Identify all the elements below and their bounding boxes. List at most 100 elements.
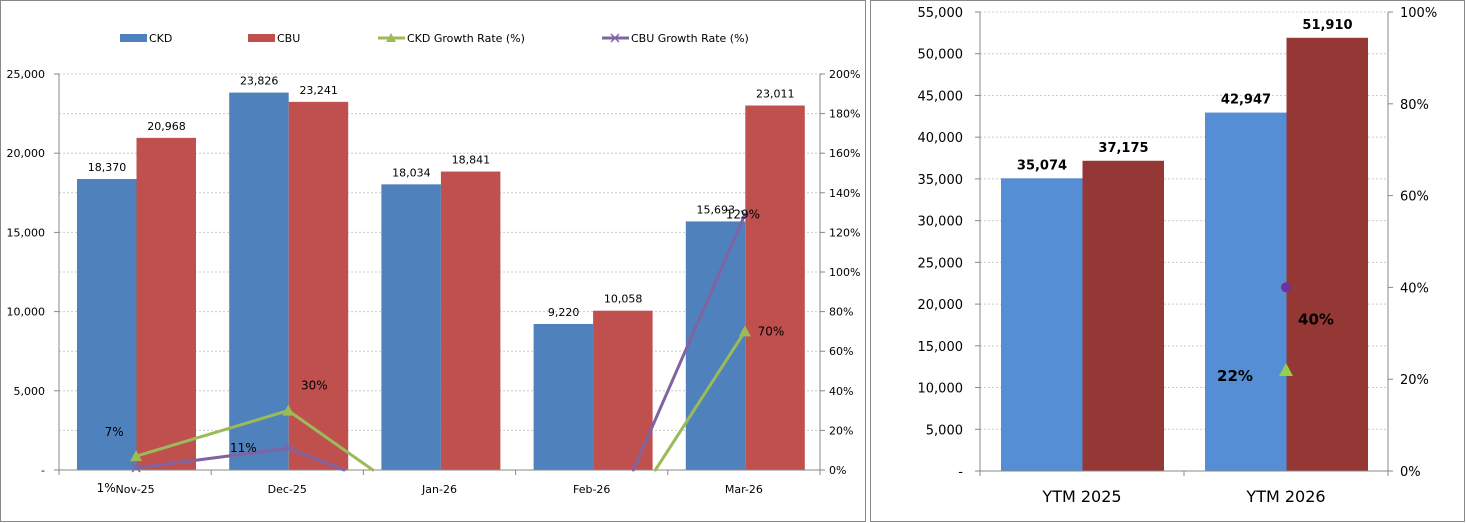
- line-cbu-growth-segment: [134, 446, 290, 470]
- left-chart: 0% 20% 40% 60% 80% 100% 120% 140% 160% 180% 200% - 5…: [7, 32, 861, 496]
- bar-cbu: [288, 101, 349, 471]
- growth-data-label: 22%: [1217, 367, 1253, 385]
- bar-ckd: [229, 92, 289, 470]
- ckd-growth-marker-triangle: [738, 325, 751, 337]
- right-axis-tick-label: 100%: [829, 266, 860, 279]
- x-axis-label: Dec-25: [268, 483, 307, 496]
- bar-data-label: 18,841: [452, 154, 491, 167]
- right-axis-tick-label: 180%: [829, 108, 860, 121]
- left-axis-tick-label: 15,000: [7, 226, 46, 239]
- x-axis-label: YTM 2025: [1041, 487, 1121, 506]
- growth-data-label: 7%: [105, 425, 124, 439]
- left-axis-tick-label: 20,000: [7, 147, 46, 160]
- left-axis-tick-label: 20,000: [918, 298, 964, 313]
- bar-data-label: 9,220: [548, 306, 580, 319]
- legend-label: CKD Growth Rate (%): [407, 32, 525, 45]
- bar-data-label: 35,074: [1017, 158, 1067, 173]
- bar-data-label: 18,034: [392, 166, 431, 179]
- growth-data-label: 1%: [97, 481, 116, 495]
- left-axis-tick-label: 15,000: [918, 340, 964, 355]
- bar-data-label: 20,968: [147, 120, 186, 133]
- right-axis-tick-label: 60%: [1400, 190, 1429, 205]
- right-axis-tick-label: 80%: [829, 306, 853, 319]
- right-axis-tick-label: 140%: [829, 187, 860, 200]
- ckd-growth-marker-triangle: [282, 404, 295, 416]
- legend-swatch: [120, 34, 147, 42]
- bar-data-label: 18,370: [88, 161, 127, 174]
- right-axis-tick-label: 80%: [1400, 98, 1429, 113]
- legend-x-icon: [610, 33, 620, 43]
- line-ckd-growth-segment: [286, 409, 375, 472]
- cbu-growth-marker-x: [131, 463, 141, 473]
- bar-data-label: 23,011: [756, 88, 795, 101]
- left-axis-tick-label: 45,000: [918, 89, 964, 104]
- bar-data-label: 10,058: [604, 293, 643, 306]
- line-ckd-growth-segment: [134, 409, 290, 458]
- bar-data-label: 42,947: [1221, 93, 1271, 108]
- cbu-growth-marker-x: [283, 443, 293, 453]
- legend-label: CBU Growth Rate (%): [631, 32, 749, 45]
- bar-cbu: [593, 310, 653, 470]
- left-axis-tick-label: 50,000: [918, 48, 964, 63]
- left-axis-tick-label: 10,000: [7, 306, 46, 319]
- left-axis-tick-label: 25,000: [7, 68, 46, 81]
- left-axis-tick-label: -: [41, 464, 45, 477]
- line-cbu-growth-segment: [286, 446, 346, 472]
- bar-cbu: [1082, 160, 1164, 471]
- growth-data-label: 129%: [726, 208, 760, 222]
- x-axis-label: Feb-26: [573, 483, 610, 496]
- right-axis-tick-label: 200%: [829, 68, 860, 81]
- legend-swatch: [248, 34, 275, 42]
- growth-data-label: 11%: [230, 441, 257, 455]
- left-axis-tick-label: 5,000: [926, 423, 963, 438]
- bar-cbu: [440, 171, 501, 470]
- bar-data-label: 15,693: [697, 203, 736, 216]
- left-axis-tick-label: 10,000: [918, 382, 964, 397]
- bar-ckd: [77, 179, 137, 470]
- bar-data-label: 23,241: [299, 84, 338, 97]
- left-axis-tick-label: -: [958, 465, 963, 480]
- left-axis-tick-label: 25,000: [918, 256, 964, 271]
- bar-cbu: [745, 105, 805, 470]
- bar-data-label: 37,175: [1098, 141, 1148, 156]
- right-axis-tick-label: 20%: [829, 424, 853, 437]
- growth-data-label: 70%: [758, 324, 785, 338]
- ckd-growth-marker-triangle: [130, 450, 143, 462]
- left-axis-tick-label: 55,000: [918, 6, 964, 21]
- x-axis-label: Nov-25: [116, 483, 155, 496]
- x-axis-label: YTM 2026: [1245, 487, 1325, 506]
- bar-data-label: 51,910: [1302, 18, 1352, 33]
- right-axis-tick-label: 0%: [1400, 465, 1421, 480]
- right-axis-tick-label: 20%: [1400, 373, 1429, 388]
- x-axis-label: Jan-26: [421, 483, 457, 496]
- legend-label: CBU: [277, 32, 300, 45]
- bar-ckd: [381, 184, 441, 471]
- left-axis-tick-label: 30,000: [918, 215, 964, 230]
- right-axis-tick-label: 60%: [829, 345, 853, 358]
- right-axis-tick-label: 40%: [829, 385, 853, 398]
- right-axis-tick-label: 0%: [829, 464, 846, 477]
- cbu-growth-marker-circle: [1281, 282, 1291, 293]
- legend-label: CKD: [149, 32, 172, 45]
- growth-data-label: 30%: [301, 379, 328, 393]
- left-axis-tick-label: 40,000: [918, 131, 964, 146]
- x-axis-label: Mar-26: [725, 483, 763, 496]
- bar-ckd: [1205, 112, 1287, 471]
- right-axis-tick-label: 120%: [829, 226, 860, 239]
- cbu-growth-marker-x: [740, 210, 750, 220]
- growth-data-label: 40%: [1298, 310, 1334, 328]
- right-axis-tick-label: 160%: [829, 147, 860, 160]
- ckd-growth-marker-triangle: [1279, 363, 1293, 377]
- left-axis-tick-label: 5,000: [14, 385, 46, 398]
- bar-ckd: [533, 323, 594, 470]
- right-chart: - 5,000 10,000 15,000 20,000 25,000 30,000 35,0…: [918, 6, 1438, 506]
- bar-cbu: [136, 137, 196, 470]
- right-axis-tick-label: 100%: [1400, 6, 1437, 21]
- line-cbu-growth-segment: [631, 213, 747, 472]
- left-axis-tick-label: 35,000: [918, 173, 964, 188]
- right-axis-tick-label: 40%: [1400, 281, 1429, 296]
- line-ckd-growth-segment: [653, 329, 747, 472]
- legend-triangle-icon: [386, 33, 396, 42]
- bar-data-label: 23,826: [240, 75, 279, 88]
